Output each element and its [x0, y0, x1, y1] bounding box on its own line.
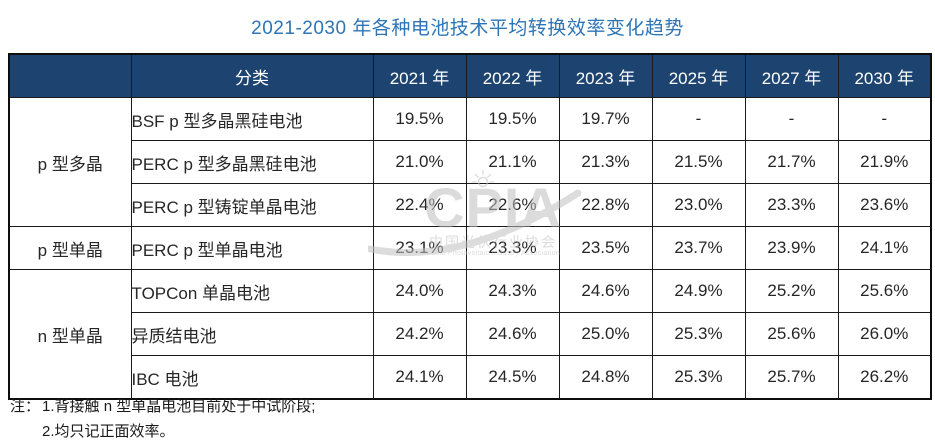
value-cell: 23.6%: [837, 183, 932, 227]
category-cell: TOPCon 单晶电池: [130, 269, 374, 313]
table-row: 异质结电池 24.2% 24.6% 25.0% 25.3% 25.6% 26.0%: [9, 312, 932, 356]
value-cell: 22.6%: [465, 183, 560, 227]
header-cell-2021: 2021 年: [372, 53, 467, 98]
group-cell: p 型多晶: [8, 97, 132, 227]
header-cell-2022: 2022 年: [465, 53, 560, 98]
value-cell: 25.2%: [744, 269, 839, 313]
value-cell: 23.9%: [744, 226, 839, 270]
note-line-1: 1.背接触 n 型单晶电池目前处于中试阶段;: [42, 398, 316, 415]
value-cell: 25.7%: [744, 355, 839, 400]
value-cell: 24.1%: [837, 226, 932, 270]
header-cell-group: [8, 53, 132, 98]
value-cell: 25.3%: [651, 312, 746, 356]
value-cell: 23.3%: [744, 183, 839, 227]
group-cell: n 型单晶: [8, 269, 132, 400]
value-cell: 24.1%: [372, 355, 467, 400]
value-cell: 25.6%: [837, 269, 932, 313]
header-cell-2025: 2025 年: [651, 53, 746, 98]
note-line-2: 2.均只记正面效率。: [42, 423, 175, 440]
value-cell: -: [651, 97, 746, 141]
table-row: p 型单晶 PERC p 型单晶电池 23.1% 23.3% 23.5% 23.7% 23.…: [8, 226, 932, 270]
value-cell: 23.1%: [372, 226, 467, 270]
table-row: PERC p 型多晶黑硅电池 21.0% 21.1% 21.3% 21.5% 21.7% 2…: [9, 140, 932, 184]
value-cell: 21.5%: [651, 140, 746, 184]
efficiency-table: 分类 2021 年 2022 年 2023 年 2025 年 2027 年 20…: [8, 53, 932, 400]
table-body: p 型多晶 BSF p 型多晶黑硅电池 19.5% 19.5% 19.7% - - - PERC…: [8, 97, 932, 400]
category-cell: PERC p 型单晶电池: [130, 226, 374, 270]
value-cell: 24.6%: [465, 312, 560, 356]
value-cell: 23.7%: [651, 226, 746, 270]
value-cell: 21.9%: [837, 140, 932, 184]
category-cell: BSF p 型多晶黑硅电池: [130, 97, 374, 141]
value-cell: 24.0%: [372, 269, 467, 313]
value-cell: 24.5%: [465, 355, 560, 400]
category-cell: 异质结电池: [130, 312, 374, 356]
value-cell: 26.2%: [837, 355, 932, 400]
value-cell: 25.3%: [651, 355, 746, 400]
category-cell: IBC 电池: [130, 355, 374, 400]
header-row: 分类 2021 年 2022 年 2023 年 2025 年 2027 年 20…: [8, 53, 932, 98]
value-cell: 25.0%: [558, 312, 653, 356]
table-row: IBC 电池 24.1% 24.5% 24.8% 25.3% 25.7% 26.2%: [9, 355, 932, 400]
value-cell: 19.7%: [558, 97, 653, 141]
category-cell: PERC p 型铸锭单晶电池: [130, 183, 374, 227]
header-cell-2023: 2023 年: [558, 53, 653, 98]
value-cell: 23.0%: [651, 183, 746, 227]
value-cell: -: [744, 97, 839, 141]
value-cell: 24.6%: [558, 269, 653, 313]
footnotes: 注： 1.背接触 n 型单晶电池目前处于中试阶段; 2.均只记正面效率。: [10, 394, 315, 444]
value-cell: 24.2%: [372, 312, 467, 356]
notes-label: 注：: [10, 398, 41, 415]
value-cell: 21.3%: [558, 140, 653, 184]
value-cell: 21.1%: [465, 140, 560, 184]
header-cell-2030: 2030 年: [837, 53, 932, 98]
value-cell: 22.8%: [558, 183, 653, 227]
table-row: p 型多晶 BSF p 型多晶黑硅电池 19.5% 19.5% 19.7% - - -: [8, 97, 932, 227]
value-cell: 24.9%: [651, 269, 746, 313]
value-cell: 25.6%: [744, 312, 839, 356]
value-cell: 23.5%: [558, 226, 653, 270]
table-row: PERC p 型铸锭单晶电池 22.4% 22.6% 22.8% 23.0% 23.3% 2…: [9, 183, 932, 227]
page-title: 2021-2030 年各种电池技术平均转换效率变化趋势: [251, 18, 684, 39]
value-cell: 26.0%: [837, 312, 932, 356]
value-cell: 21.0%: [372, 140, 467, 184]
value-cell: 24.8%: [558, 355, 653, 400]
header-cell-2027: 2027 年: [744, 53, 839, 98]
header-cell-category: 分类: [130, 53, 374, 98]
table-row: n 型单晶 TOPCon 单晶电池 24.0% 24.3% 24.6% 24.9% 25.2…: [8, 269, 932, 400]
value-cell: 23.3%: [465, 226, 560, 270]
value-cell: 21.7%: [744, 140, 839, 184]
value-cell: 19.5%: [465, 97, 560, 141]
category-cell: PERC p 型多晶黑硅电池: [130, 140, 374, 184]
value-cell: 22.4%: [372, 183, 467, 227]
value-cell: 24.3%: [465, 269, 560, 313]
value-cell: 19.5%: [372, 97, 467, 141]
group-cell: p 型单晶: [8, 226, 132, 270]
value-cell: -: [837, 97, 932, 141]
